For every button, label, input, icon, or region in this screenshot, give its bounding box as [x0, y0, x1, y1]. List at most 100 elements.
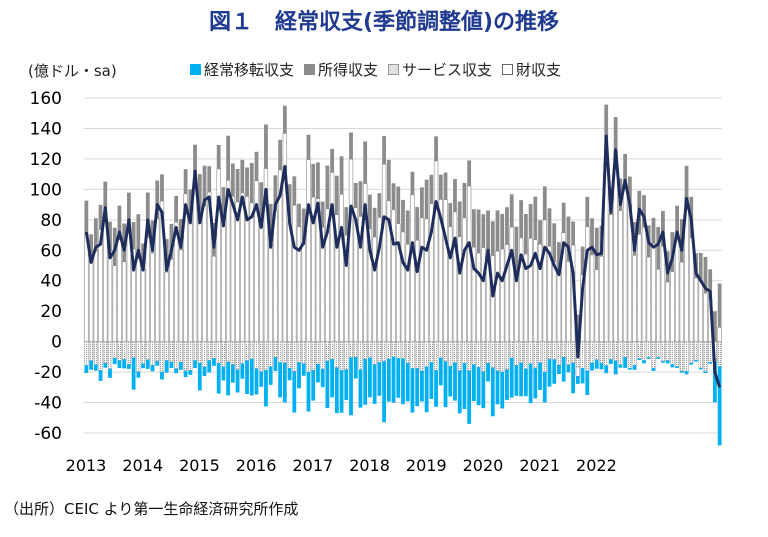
bar-segment-transfer — [339, 370, 344, 413]
bar-segment-income — [103, 181, 108, 218]
bar-segment-transfer — [703, 371, 708, 374]
bar-segment-goods — [703, 292, 708, 342]
bar-segment-service — [396, 341, 401, 359]
bar-segment-income — [457, 201, 462, 237]
bar-segment-service — [679, 341, 685, 372]
bar-segment-service — [518, 341, 524, 364]
bar-segment-service — [131, 341, 136, 358]
bar-segment-transfer — [240, 363, 245, 379]
bar-segment-service — [429, 341, 434, 363]
bar-segment-service — [570, 341, 576, 364]
bar-segment-service — [457, 341, 462, 371]
bar-segment-goods — [419, 217, 425, 342]
bar-segment-income — [188, 189, 193, 218]
bar-segment-transfer — [127, 364, 131, 369]
bar-segment-transfer — [651, 367, 656, 372]
bar-segment-goods — [632, 255, 637, 342]
bar-segment-service — [188, 341, 193, 371]
bar-segment-service — [169, 341, 174, 363]
bar-segment-transfer — [448, 366, 453, 397]
bar-segment-transfer — [585, 370, 590, 396]
bar-segment-goods — [140, 268, 146, 342]
bar-segment-transfer — [429, 362, 434, 399]
bar-segment-income — [259, 182, 264, 225]
bar-segment-service — [646, 341, 651, 358]
bar-segment-income — [183, 169, 188, 194]
bar-segment-transfer — [103, 363, 108, 368]
y-tick-label: 140 — [30, 119, 62, 139]
bar-segment-transfer — [122, 359, 127, 369]
bar-segment-service — [703, 341, 708, 372]
bar-segment-transfer — [500, 371, 505, 409]
bar-segment-transfer — [254, 368, 259, 395]
bar-segment-service — [693, 341, 699, 361]
bar-segment-income — [339, 156, 344, 195]
bar-segment-income — [169, 223, 174, 260]
bar-segment-income — [202, 165, 207, 206]
bar-segment-service — [353, 341, 358, 358]
bar-segment-income — [642, 195, 646, 228]
bar-segment-transfer — [415, 368, 420, 407]
bar-segment-service — [651, 341, 656, 369]
bar-segment-transfer — [131, 357, 136, 390]
bar-segment-income — [273, 175, 278, 211]
bar-segment-goods — [410, 194, 415, 342]
bar-segment-transfer — [661, 361, 665, 363]
bar-segment-goods — [566, 261, 571, 342]
y-tick-label: 0 — [51, 333, 62, 353]
bar-segment-transfer — [108, 368, 112, 378]
bar-segment-transfer — [471, 364, 476, 402]
bar-segment-goods — [93, 250, 99, 342]
bar-segment-transfer — [410, 368, 415, 413]
bar-segment-service — [301, 341, 306, 364]
bar-segment-income — [320, 201, 325, 228]
bar-segment-goods — [509, 226, 514, 342]
bar-segment-service — [599, 341, 604, 364]
legend-item-service: サービス収支 — [388, 59, 492, 80]
bar-segment-transfer — [349, 357, 353, 416]
bar-segment-transfer — [160, 371, 164, 380]
bar-segment-service — [523, 341, 529, 370]
bar-segment-transfer — [372, 364, 377, 404]
bar-segment-transfer — [684, 371, 689, 375]
bar-segment-transfer — [311, 370, 316, 401]
bar-segment-income — [547, 208, 552, 247]
bar-segment-service — [717, 341, 722, 367]
bar-segment-income — [330, 148, 335, 173]
bar-segment-income — [627, 176, 632, 201]
bar-segment-service — [259, 341, 264, 372]
bar-segment-transfer — [150, 365, 155, 372]
bar-segment-income — [698, 252, 703, 279]
bar-segment-transfer — [642, 360, 646, 364]
bar-segment-transfer — [708, 362, 713, 364]
bar-segment-income — [708, 269, 713, 299]
bar-segment-goods — [452, 211, 458, 342]
bar-segment-income — [230, 163, 235, 197]
bar-segment-income — [585, 196, 590, 227]
bar-segment-service — [585, 341, 590, 371]
bar-segment-transfer — [467, 370, 472, 424]
bar-segment-income — [420, 187, 424, 218]
bar-segment-service — [556, 341, 562, 366]
bar-segment-service — [490, 341, 495, 368]
bar-segment-income — [424, 179, 429, 219]
bar-segment-goods — [121, 261, 127, 342]
bar-segment-service — [230, 341, 236, 365]
bar-segment-service — [471, 341, 477, 365]
bar-segment-transfer — [481, 371, 486, 409]
bar-segment-service — [339, 341, 344, 371]
bar-segment-goods — [462, 217, 467, 342]
bar-segment-transfer — [490, 367, 495, 417]
bar-segment-goods — [594, 269, 599, 342]
bar-segment-transfer — [245, 360, 249, 394]
bar-segment-transfer — [434, 370, 438, 407]
bar-segment-income — [368, 194, 372, 229]
x-axis-ticks: 2013 2014 2015 2016 2017 2018 2019 2020 2021 2022 — [66, 456, 617, 475]
bar-segment-service — [216, 341, 221, 364]
bar-segment-service — [173, 341, 179, 369]
bar-segment-service — [150, 341, 155, 366]
bar-segment-transfer — [420, 371, 424, 402]
bar-segment-income — [155, 180, 160, 219]
bar-segment-transfer — [174, 368, 179, 374]
